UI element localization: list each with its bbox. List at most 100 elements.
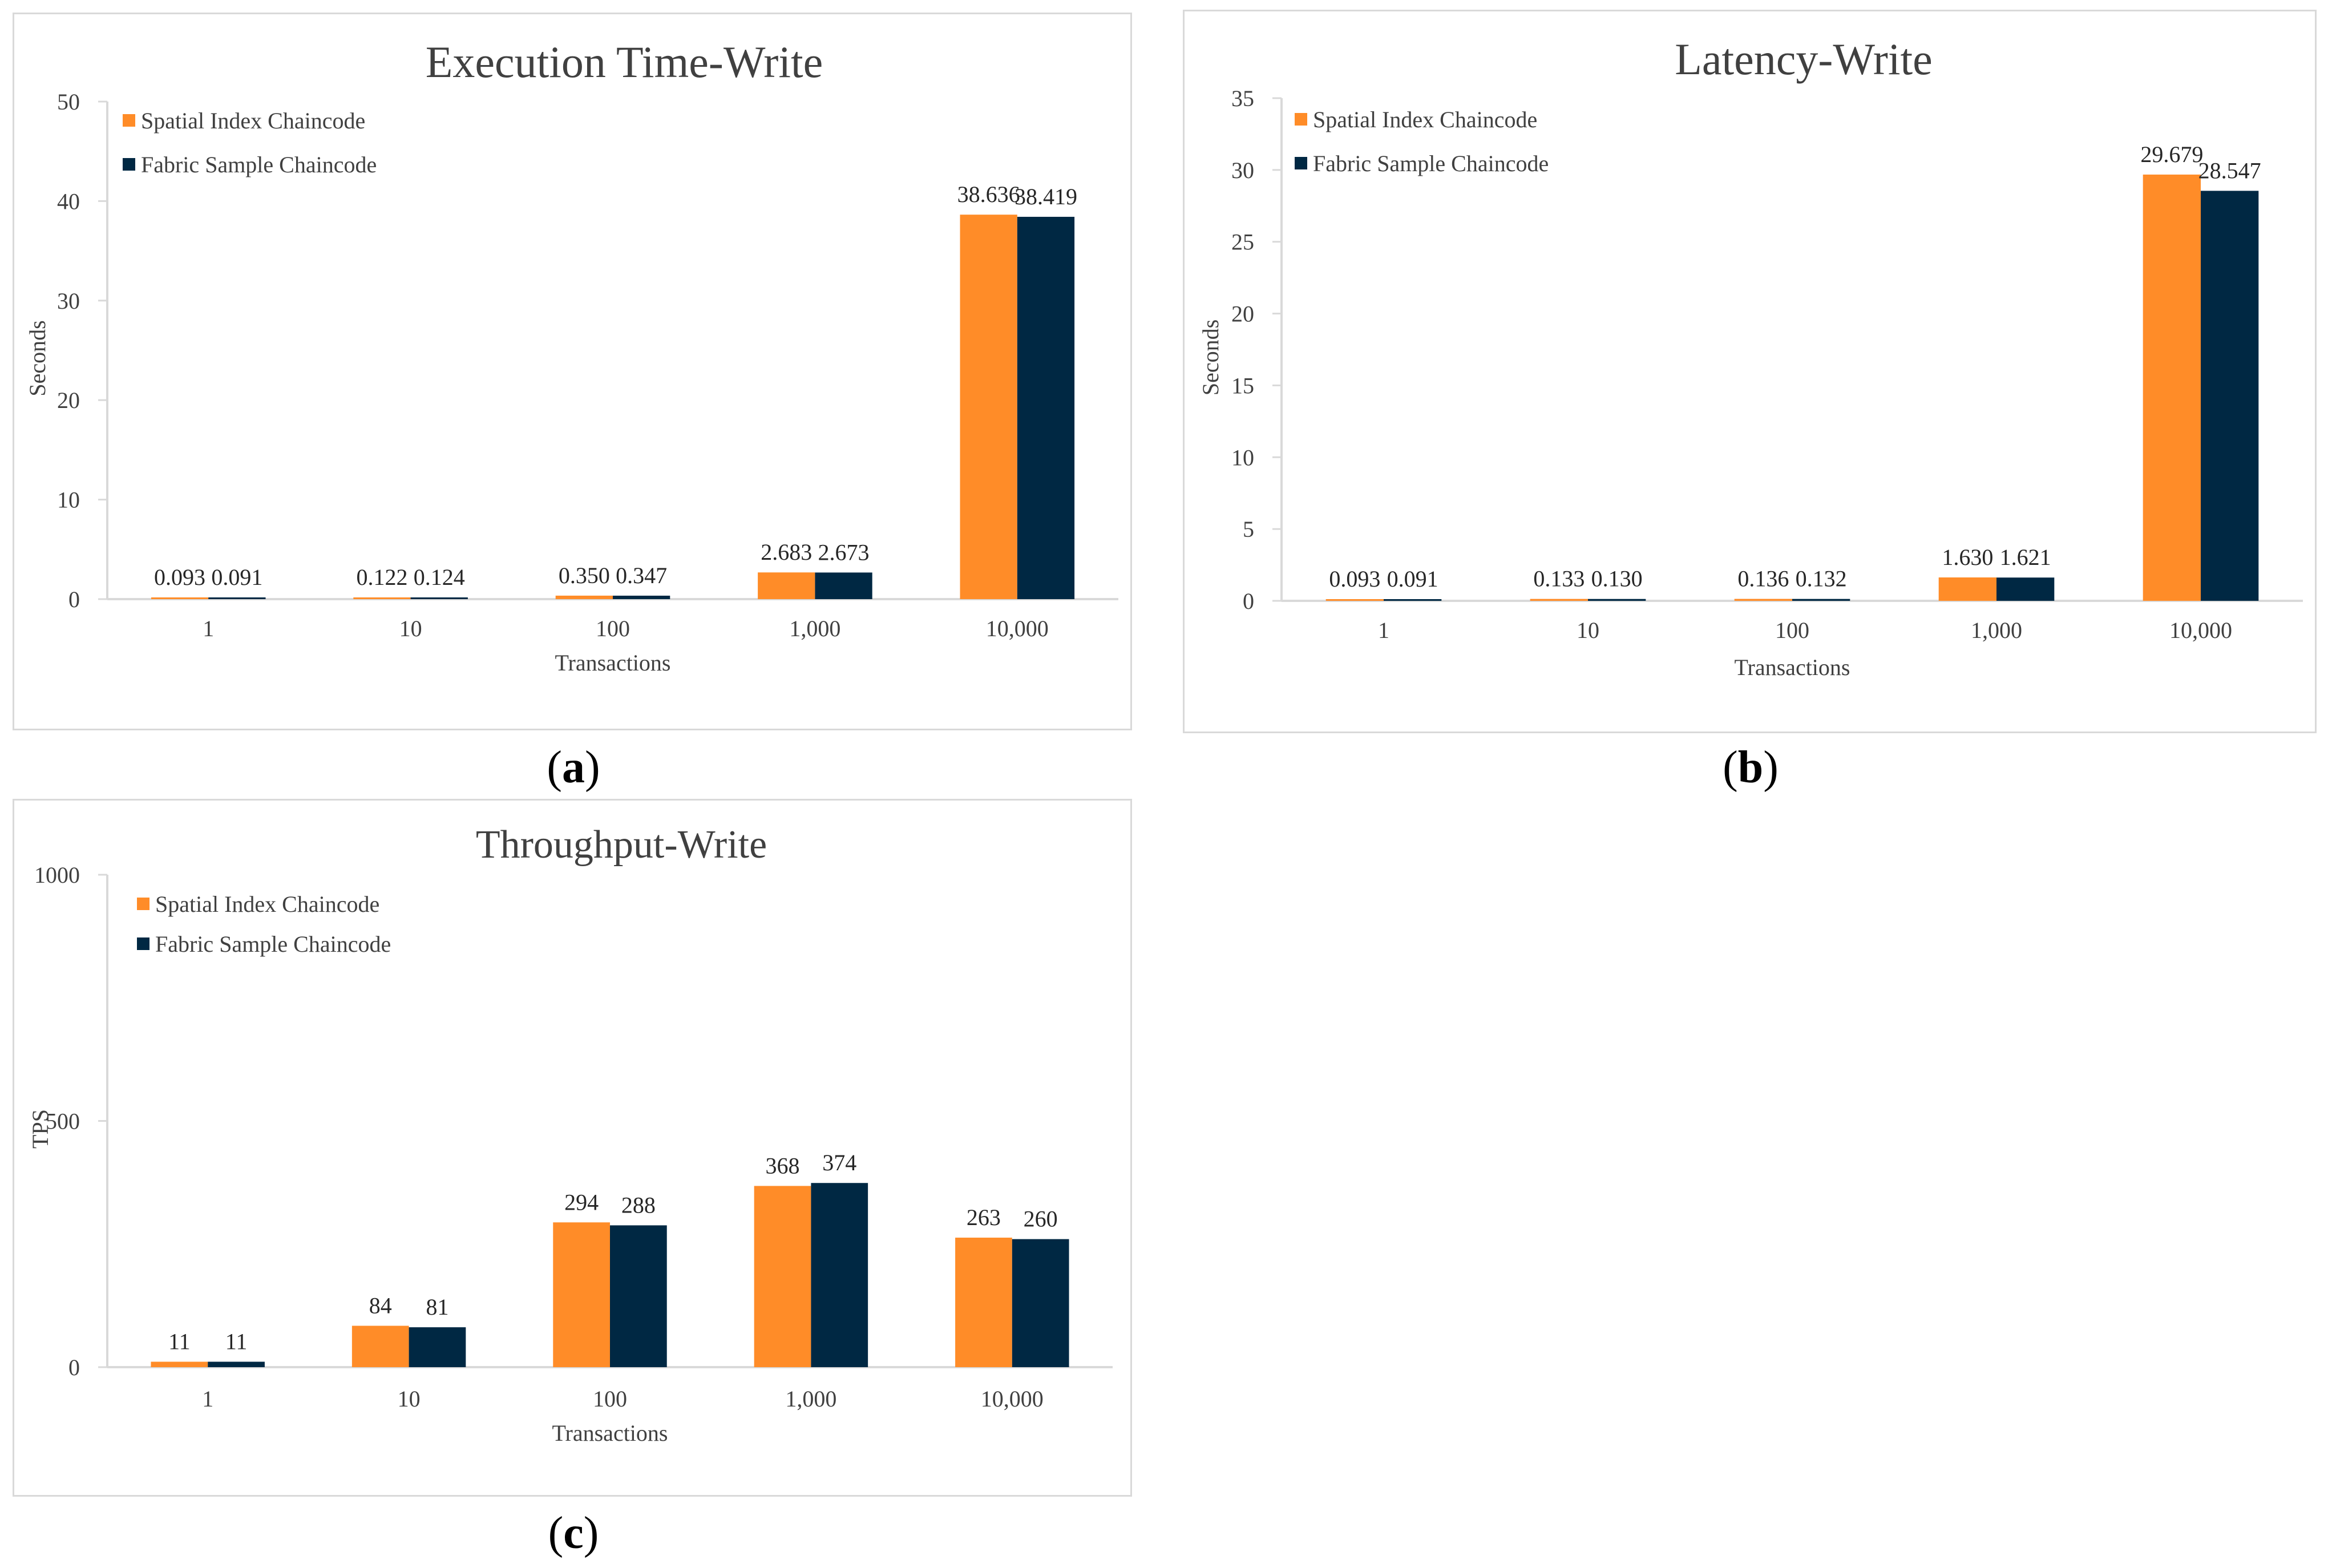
chart-c-legend-swatch (137, 898, 149, 910)
chart-b-data-label: 0.130 (1591, 566, 1643, 592)
caption-b: (b) (1723, 742, 1779, 793)
chart-b-y-tick-label: 20 (1231, 301, 1254, 327)
chart-panel-a: Execution Time-Write 0 10 20 30 40 50 Seconds Tr… (13, 13, 1132, 730)
chart-b-data-label: 1.630 (1942, 544, 1993, 570)
chart-b-x-tick-label: 10 (1577, 617, 1599, 643)
chart-c-data-label: 260 (1024, 1206, 1058, 1232)
chart-b-title: Latency-Write (1675, 34, 1933, 84)
chart-c-bar (754, 1186, 811, 1367)
chart-c-legend-label: Fabric Sample Chaincode (155, 931, 391, 957)
chart-c-bar (1012, 1239, 1069, 1367)
chart-b-data-label: 0.133 (1533, 566, 1585, 592)
chart-b-bar (1996, 577, 2055, 601)
chart-a-bar (815, 572, 872, 599)
chart-a-data-label: 0.093 (154, 564, 205, 590)
chart-b-data-label: 0.132 (1796, 566, 1847, 592)
chart-c-x-tick-label: 10 (398, 1386, 421, 1412)
chart-b-legend-label: Spatial Index Chaincode (1313, 107, 1537, 132)
chart-a-data-label: 38.419 (1015, 184, 1077, 209)
chart-a-legend-swatch (123, 114, 135, 127)
chart-a-title: Execution Time-Write (426, 37, 823, 87)
chart-a-data-label: 0.347 (616, 563, 667, 588)
chart-c-x-tick-label: 1 (202, 1386, 213, 1412)
chart-b-data-label: 0.093 (1329, 566, 1380, 592)
chart-a-x-tick-label: 1 (203, 616, 214, 641)
chart-c-data-label: 294 (564, 1189, 599, 1215)
caption-a: (a) (547, 742, 600, 793)
caption-a-letter: a (562, 742, 585, 793)
chart-a-bar (960, 215, 1017, 599)
chart-c-data-label: 288 (621, 1192, 656, 1218)
chart-a-bar (613, 595, 670, 599)
chart-a-data-label: 0.091 (211, 564, 262, 590)
caption-c: (c) (548, 1508, 599, 1558)
chart-c-data-label: 263 (967, 1205, 1001, 1230)
chart-b-data-label: 0.136 (1737, 566, 1789, 592)
chart-a-data-label: 38.636 (957, 181, 1020, 207)
chart-c-y-tick-label: 0 (68, 1355, 80, 1380)
chart-a-bar (208, 597, 266, 599)
chart-a-data-label: 2.673 (818, 539, 870, 565)
chart-c-bar (351, 1325, 409, 1367)
chart-b-y-tick-label: 15 (1231, 373, 1254, 398)
chart-c-bar (151, 1361, 208, 1367)
chart-b-bar (1325, 599, 1384, 601)
chart-b-y-tick-label: 30 (1231, 157, 1254, 183)
caption-b-letter: b (1737, 742, 1764, 793)
chart-b-legend-swatch (1295, 157, 1307, 169)
chart-c-y-axis-label: TPS (27, 1109, 53, 1149)
chart-b-y-tick-label: 10 (1231, 444, 1254, 470)
chart-a-x-tick-label: 10,000 (986, 616, 1049, 641)
chart-c-bar (610, 1225, 667, 1367)
chart-a-y-tick-label: 10 (57, 487, 80, 513)
chart-panel-b: Latency-Write 0 5 10 15 20 25 30 35 Seconds Transa… (1183, 10, 2317, 733)
chart-a-y-tick-label: 40 (57, 188, 80, 214)
chart-b-y-tick-label: 5 (1243, 516, 1254, 542)
chart-c-bar (409, 1327, 466, 1367)
chart-c-y-tick-label: 1000 (34, 862, 80, 888)
chart-b-x-tick-label: 1 (1378, 617, 1389, 643)
chart-a: Execution Time-Write 0 10 20 30 40 50 Seconds Tr… (25, 37, 1118, 676)
chart-b-data-label: 29.679 (2140, 142, 2203, 167)
chart-b-y-tick-label: 35 (1231, 86, 1254, 111)
chart-c-data-label: 11 (168, 1329, 191, 1355)
chart-a-bar (410, 597, 468, 599)
chart-b-bar (1530, 599, 1588, 601)
chart-c-data-label: 368 (766, 1153, 800, 1178)
chart-b-bar (1588, 599, 1646, 601)
chart-a-data-label: 0.124 (414, 564, 465, 590)
chart-b-bar (1734, 599, 1792, 601)
chart-b-data-label: 0.091 (1387, 566, 1438, 592)
chart-c-legend-swatch (137, 937, 149, 950)
chart-a-bar (1017, 216, 1075, 599)
chart-c-bar (208, 1361, 265, 1367)
chart-a-legend-label: Fabric Sample Chaincode (141, 152, 377, 177)
chart-a-x-tick-label: 100 (596, 616, 630, 641)
chart-a-y-axis-label: Seconds (25, 320, 50, 396)
chart-a-y-tick-label: 20 (57, 387, 80, 413)
chart-b-data-label: 1.621 (2000, 544, 2051, 570)
chart-b-y-tick-label: 25 (1231, 229, 1254, 255)
chart-a-legend-label: Spatial Index Chaincode (141, 108, 365, 134)
chart-a-bar (555, 595, 613, 599)
chart-panel-c: Throughput-Write 0 500 1000 TPS Transactions 1… (13, 799, 1132, 1497)
chart-c-x-tick-label: 100 (593, 1386, 627, 1412)
chart-a-y-tick-label: 0 (68, 587, 80, 612)
chart-a-x-tick-label: 10 (399, 616, 422, 641)
chart-b-x-tick-label: 1,000 (1971, 617, 2022, 643)
chart-a-x-axis-label: Transactions (555, 650, 671, 676)
chart-b-legend-swatch (1295, 113, 1307, 126)
chart-c: Throughput-Write 0 500 1000 TPS Transactions 1… (27, 823, 1113, 1446)
chart-a-data-label: 2.683 (761, 539, 812, 565)
chart-b-x-axis-label: Transactions (1735, 654, 1850, 680)
chart-a-bar (353, 597, 411, 599)
chart-c-x-axis-label: Transactions (552, 1420, 668, 1446)
chart-b-x-tick-label: 10,000 (2169, 617, 2232, 643)
chart-a-legend-swatch (123, 158, 135, 171)
chart-c-x-tick-label: 1,000 (785, 1386, 836, 1412)
chart-a-y-tick-label: 50 (57, 89, 80, 115)
chart-b-bar (1792, 599, 1850, 601)
chart-c-bar (553, 1222, 610, 1367)
chart-c-data-label: 11 (225, 1329, 248, 1355)
chart-c-y-tick-label: 500 (46, 1109, 80, 1134)
